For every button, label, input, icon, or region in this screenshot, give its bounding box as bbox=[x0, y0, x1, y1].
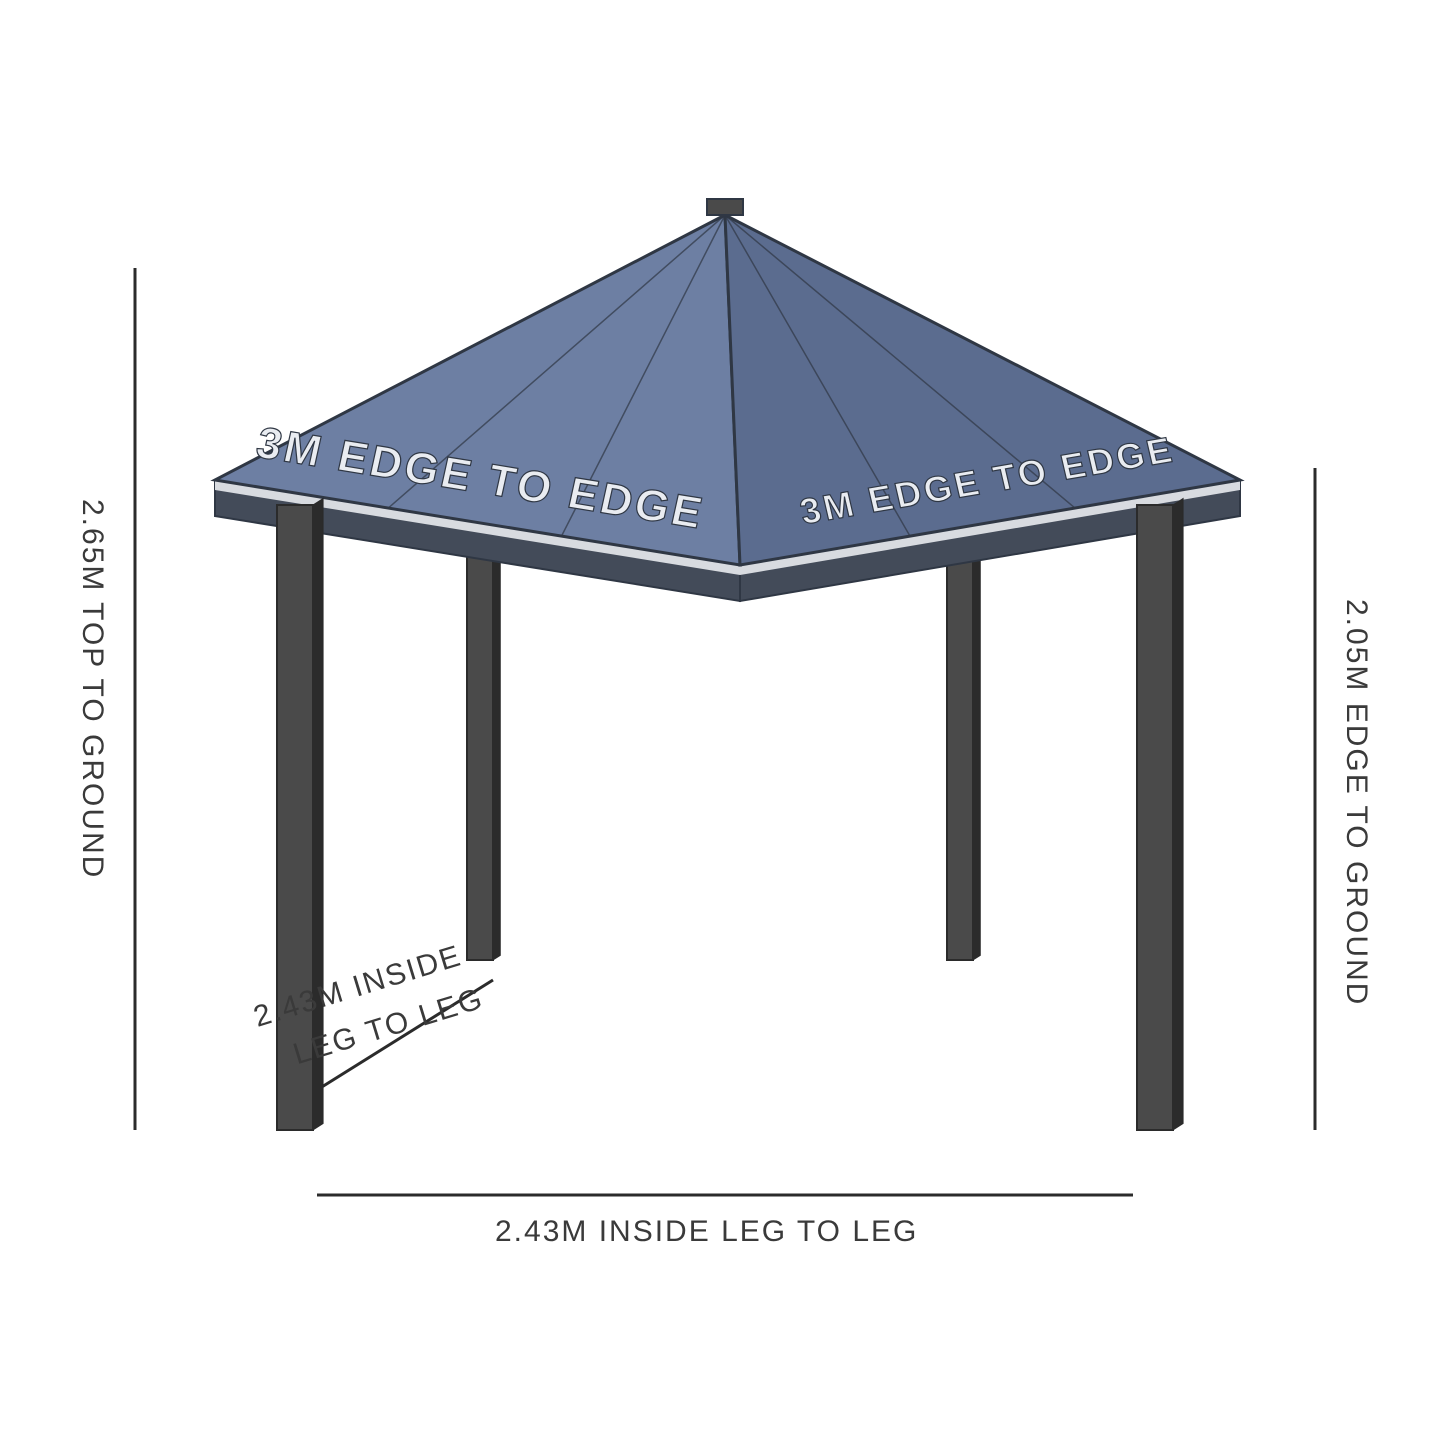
label-edge-to-ground: 2.05M EDGE TO GROUND bbox=[1339, 599, 1373, 1006]
diagram-stage: 3M EDGE TO EDGE3M EDGE TO EDGE 2.65M TOP… bbox=[0, 0, 1445, 1445]
label-top-to-ground: 2.65M TOP TO GROUND bbox=[75, 499, 109, 879]
label-front-width: 2.43M INSIDE LEG TO LEG bbox=[495, 1215, 918, 1249]
